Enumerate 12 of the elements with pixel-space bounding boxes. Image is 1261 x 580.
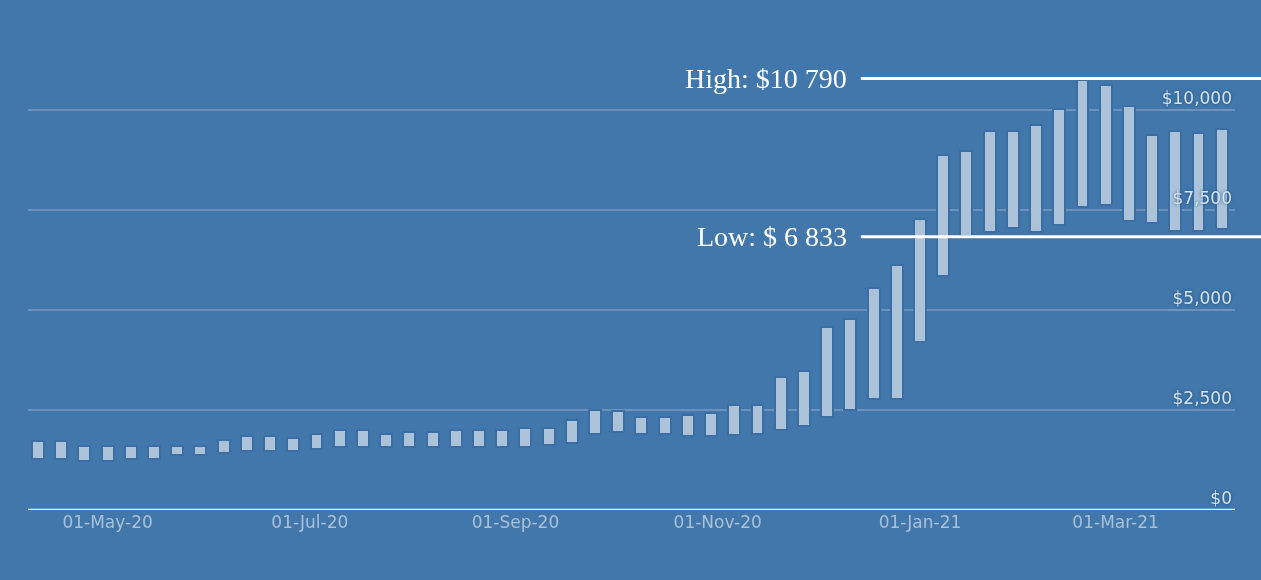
x-tick-label: 01-Sep-20 <box>471 512 560 532</box>
y-tick-label: $2,500 <box>1172 388 1232 409</box>
y-tick-label: $10,000 <box>1161 88 1232 109</box>
x-tick-label: 01-Mar-21 <box>1072 512 1159 532</box>
x-tick-label: 01-Jul-20 <box>271 512 349 532</box>
y-tick-label: $0 <box>1210 488 1232 509</box>
ref-line-label: Low: $ 6 833 <box>697 221 848 252</box>
x-tick-label: 01-Nov-20 <box>673 512 762 532</box>
y-tick-label: $5,000 <box>1172 288 1232 309</box>
x-tick-label: 01-Jan-21 <box>878 512 962 532</box>
x-tick-label: 01-May-20 <box>62 512 153 532</box>
ref-line-label: High: $10 790 <box>685 63 847 94</box>
